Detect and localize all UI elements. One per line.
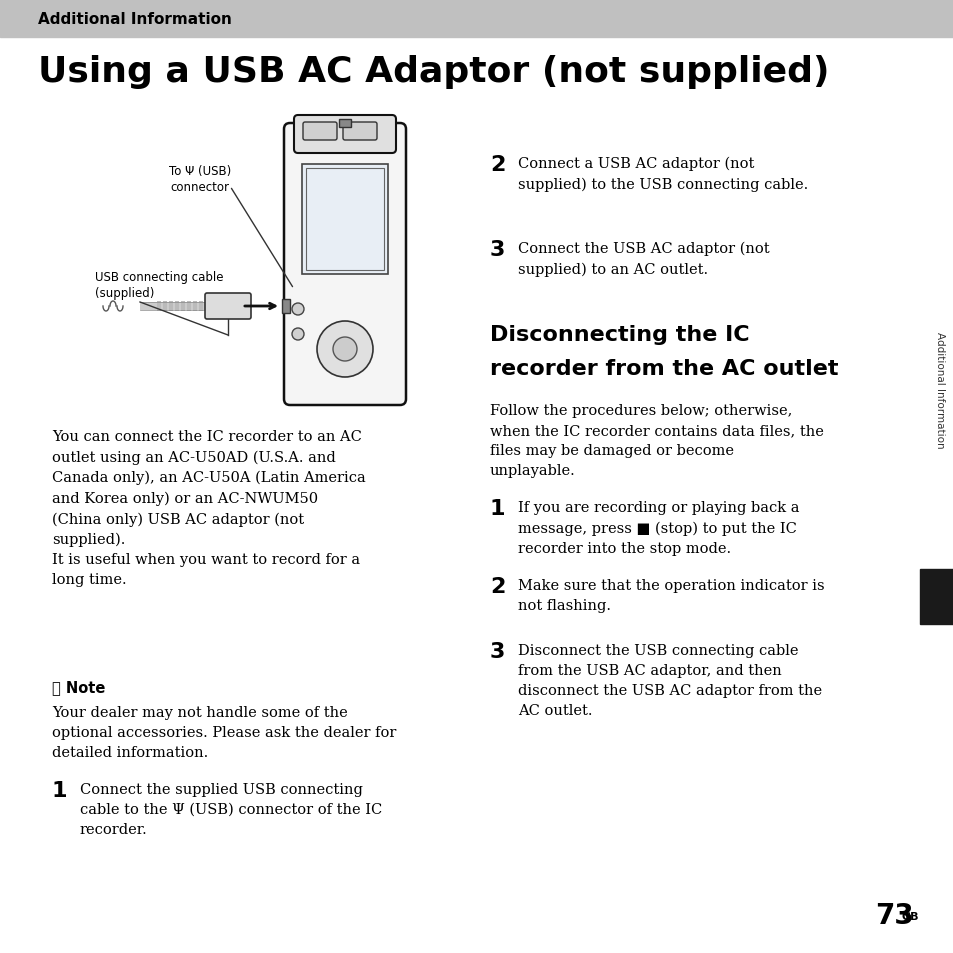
Text: Disconnect the USB connecting cable
from the USB AC adaptor, and then
disconnect: Disconnect the USB connecting cable from… [517,643,821,718]
Text: Follow the procedures below; otherwise,
when the IC recorder contains data files: Follow the procedures below; otherwise, … [490,403,823,477]
Text: If you are recording or playing back a
message, press ■ (stop) to put the IC
rec: If you are recording or playing back a m… [517,500,799,556]
Bar [199,302,203,312]
Bar [282,299,290,314]
Bar [181,302,185,312]
Text: ⬛ Note: ⬛ Note [52,679,105,695]
FancyBboxPatch shape [343,123,376,141]
Text: Connect the supplied USB connecting
cable to the Ψ (USB) connector of the IC
rec: Connect the supplied USB connecting cabl… [80,782,382,836]
Circle shape [292,329,304,340]
Text: Additional Information: Additional Information [934,332,944,448]
Bar [169,302,172,312]
Circle shape [292,304,304,315]
FancyBboxPatch shape [294,116,395,153]
Text: You can connect the IC recorder to an AC
outlet using an AC-U50AD (U.S.A. and
Ca: You can connect the IC recorder to an AC… [52,430,365,587]
Text: recorder from the AC outlet: recorder from the AC outlet [490,358,838,378]
Text: Disconnecting the IC: Disconnecting the IC [490,325,749,345]
Text: Using a USB AC Adaptor (not supplied): Using a USB AC Adaptor (not supplied) [38,55,828,89]
Bar [338,120,351,128]
Text: USB connecting cable
(supplied): USB connecting cable (supplied) [95,271,223,299]
Text: Additional Information: Additional Information [38,11,232,27]
Text: 3: 3 [490,641,505,661]
Text: 1: 1 [490,498,505,518]
Text: Your dealer may not handle some of the
optional accessories. Please ask the deal: Your dealer may not handle some of the o… [52,705,395,760]
Text: 2: 2 [490,577,505,597]
Bar [163,302,167,312]
Text: GB: GB [901,911,919,921]
Text: Connect a USB AC adaptor (not
supplied) to the USB connecting cable.: Connect a USB AC adaptor (not supplied) … [517,157,807,192]
Bar [187,302,191,312]
Text: 1: 1 [52,781,68,801]
Text: To Ψ (USB)
connector: To Ψ (USB) connector [169,165,231,193]
Text: 3: 3 [490,240,505,260]
Bar [302,165,388,274]
Bar [306,169,384,271]
Circle shape [316,322,373,377]
Bar [0,0,953,38]
Bar [140,303,207,311]
Bar [919,569,953,624]
Bar [174,302,179,312]
FancyBboxPatch shape [303,123,336,141]
Circle shape [333,337,356,361]
Text: Connect the USB AC adaptor (not
supplied) to an AC outlet.: Connect the USB AC adaptor (not supplied… [517,242,769,276]
Bar [193,302,196,312]
Text: 73: 73 [874,901,913,929]
Text: 2: 2 [490,154,505,174]
FancyBboxPatch shape [284,124,406,406]
Bar [157,302,161,312]
FancyBboxPatch shape [205,294,251,319]
Text: Make sure that the operation indicator is
not flashing.: Make sure that the operation indicator i… [517,578,823,613]
